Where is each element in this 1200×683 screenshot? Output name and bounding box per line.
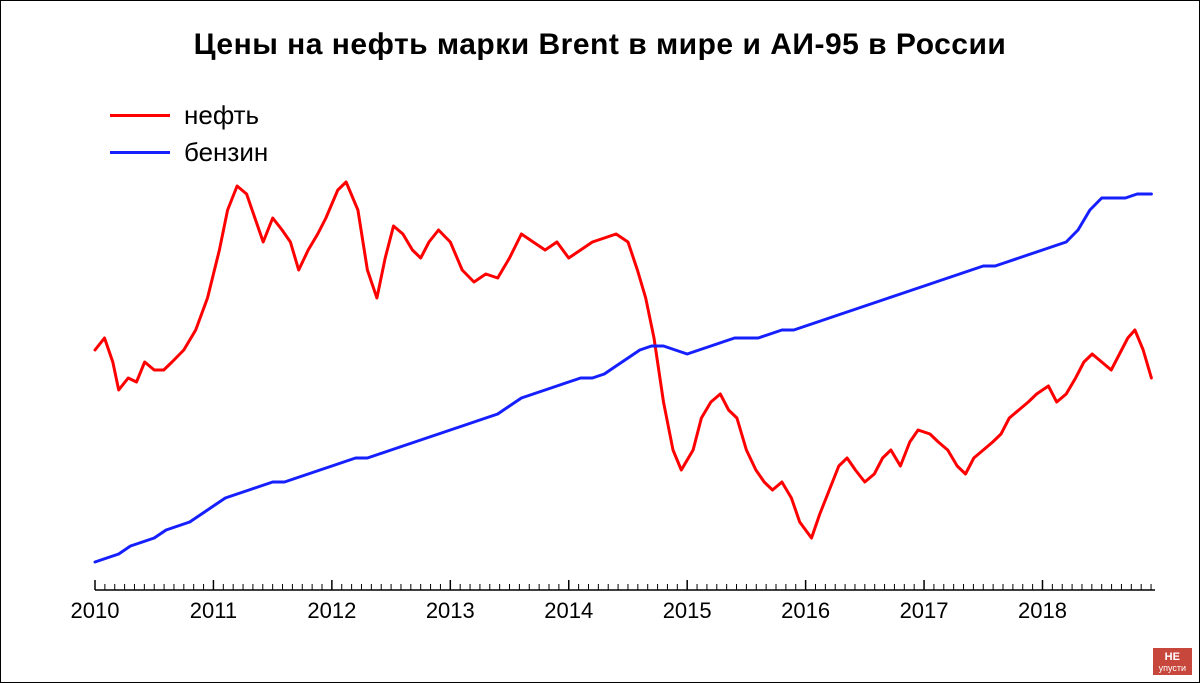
x-tick-label: 2017 bbox=[900, 598, 949, 624]
watermark-badge: НЕ упусти bbox=[1153, 648, 1192, 675]
x-tick-label: 2018 bbox=[1018, 598, 1067, 624]
x-tick-label: 2012 bbox=[307, 598, 356, 624]
chart-frame: Цены на нефть марки Brent в мире и АИ-95… bbox=[0, 0, 1200, 683]
x-tick-label: 2014 bbox=[544, 598, 593, 624]
x-tick-label: 2016 bbox=[781, 598, 830, 624]
x-tick-label: 2013 bbox=[426, 598, 475, 624]
x-tick-label: 2015 bbox=[663, 598, 712, 624]
watermark-line2: упусти bbox=[1159, 664, 1186, 673]
series-gasoline bbox=[95, 194, 1151, 562]
x-tick-label: 2011 bbox=[190, 598, 237, 624]
x-tick-label: 2010 bbox=[71, 598, 120, 624]
watermark-line1: НЕ bbox=[1159, 652, 1186, 664]
line-chart bbox=[0, 0, 1200, 683]
